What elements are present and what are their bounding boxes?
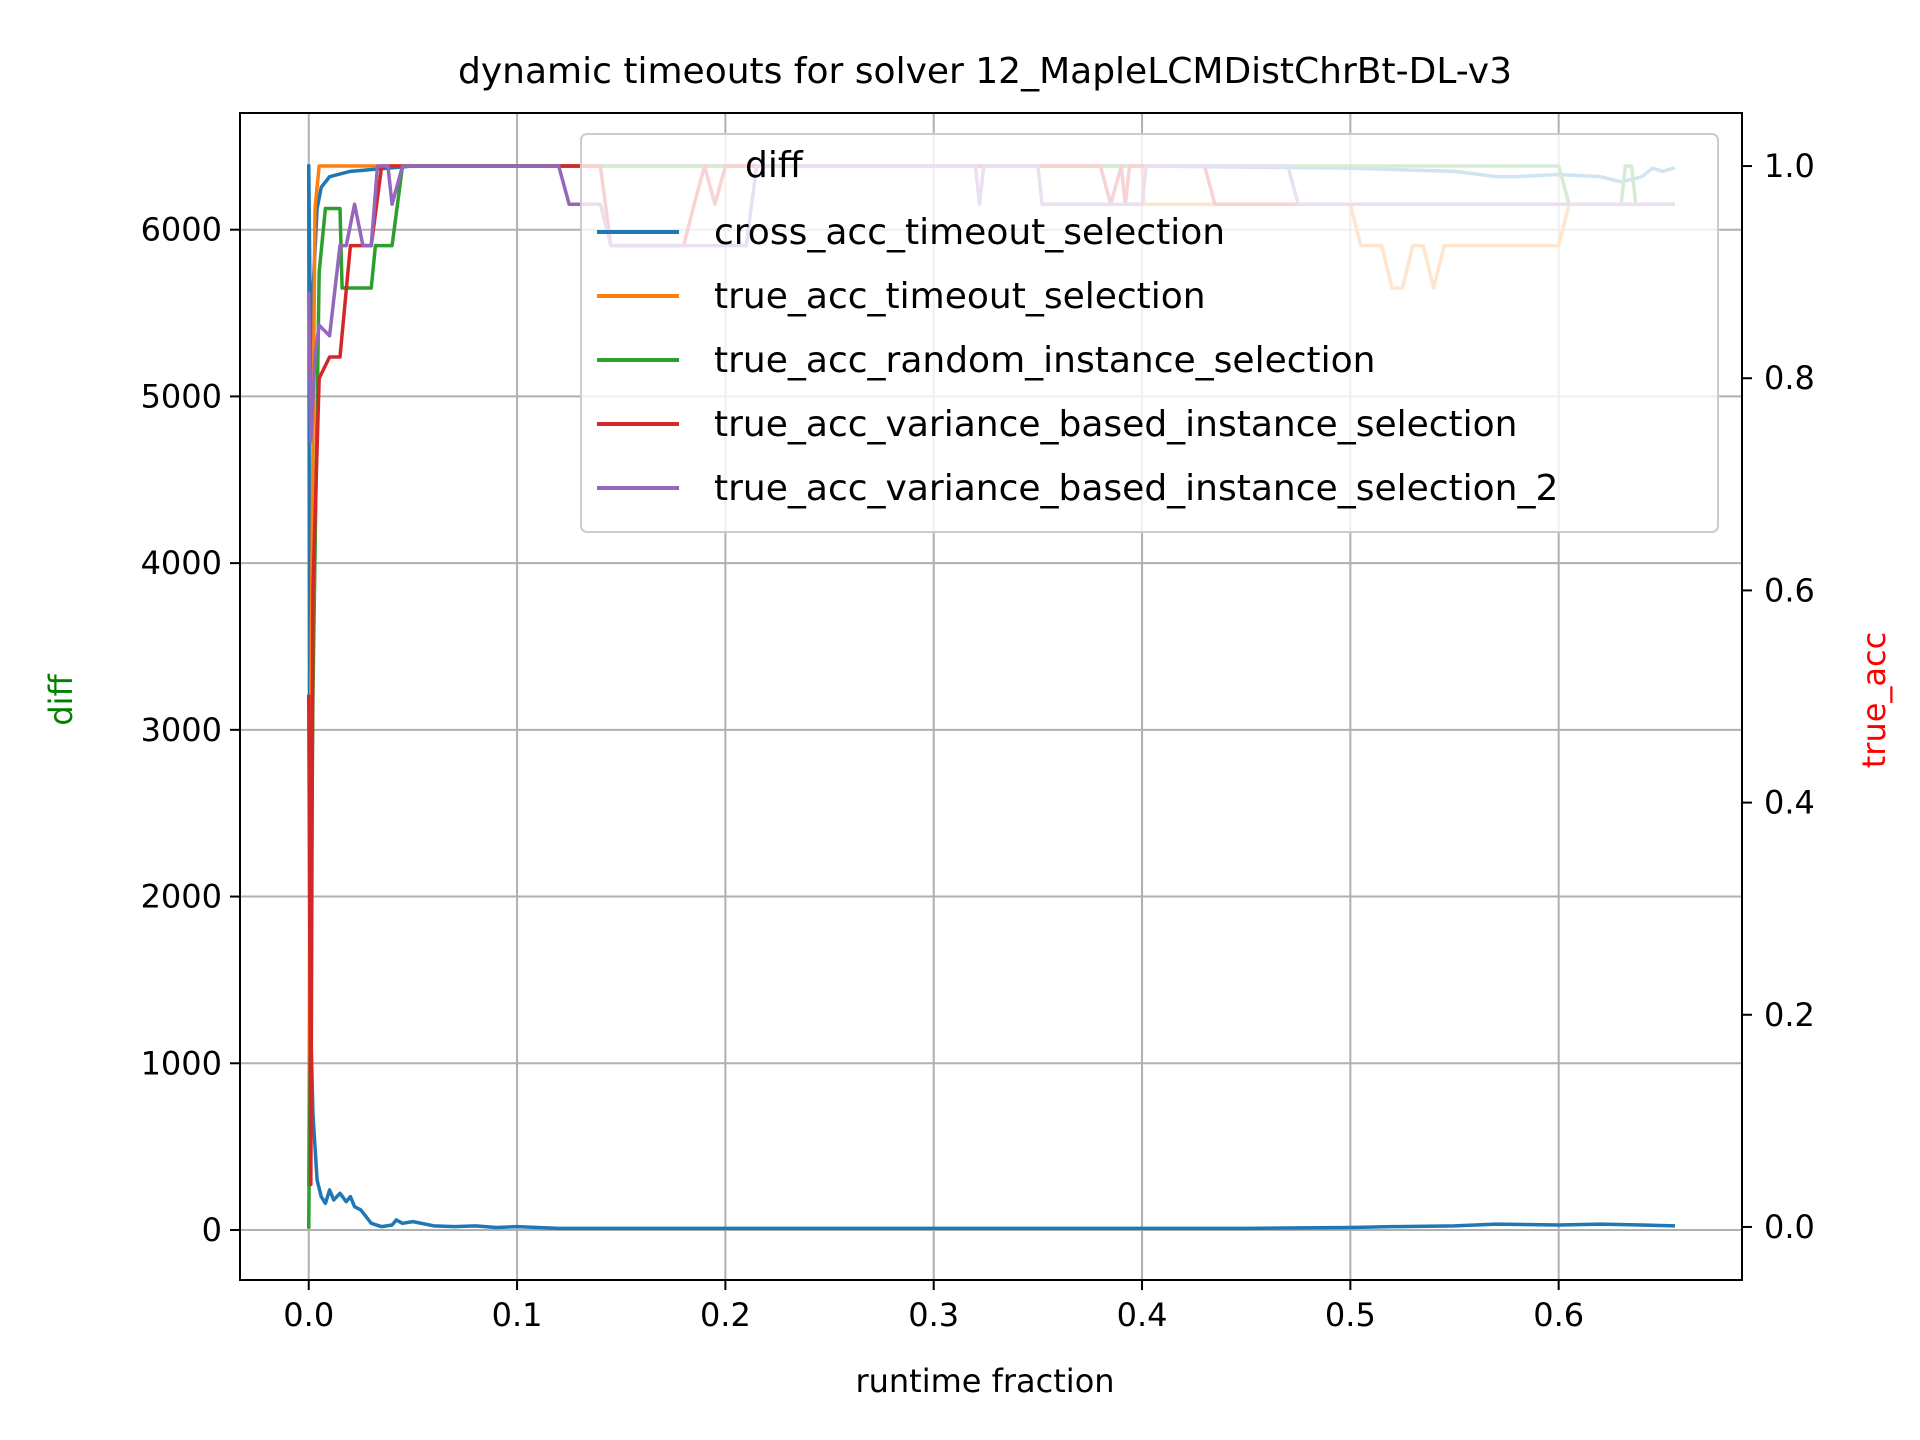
y-left-tick-label: 3000 — [141, 711, 222, 749]
chart-title: dynamic timeouts for solver 12_MapleLCMD… — [458, 51, 1512, 92]
series-line-diff — [306, 164, 1676, 1231]
y-axis-left-label: diff — [42, 673, 80, 725]
y-left-tick-label: 4000 — [141, 544, 222, 582]
y-axis-right: 0.0 0.2 0.4 0.6 0.8 1.0 — [1742, 147, 1815, 1246]
legend-label: true_acc_random_instance_selection — [714, 340, 1375, 381]
y-left-tick-label: 1000 — [141, 1044, 222, 1082]
x-axis-label: runtime fraction — [855, 1362, 1114, 1400]
y-right-tick-label: 0.6 — [1764, 571, 1815, 609]
x-tick-label: 0.1 — [492, 1296, 543, 1334]
legend-box — [580, 133, 1719, 533]
y-left-tick-label: 5000 — [141, 377, 222, 415]
x-tick-label: 0.2 — [700, 1296, 751, 1334]
y-axis-left: 0 1000 2000 3000 4000 5000 6000 — [141, 211, 240, 1249]
y-right-tick-label: 1.0 — [1764, 147, 1815, 185]
y-right-tick-label: 0.8 — [1764, 359, 1815, 397]
y-right-tick-label: 0.2 — [1764, 996, 1815, 1034]
y-left-tick-label: 6000 — [141, 211, 222, 249]
y-left-tick-label: 2000 — [141, 878, 222, 916]
x-tick-label: 0.5 — [1325, 1296, 1376, 1334]
x-axis: 0.0 0.1 0.2 0.3 0.4 0.5 0.6 — [283, 1280, 1584, 1334]
legend-label: true_acc_timeout_selection — [714, 276, 1206, 317]
legend-label: true_acc_variance_based_instance_selecti… — [714, 404, 1518, 445]
legend-label: true_acc_variance_based_instance_selecti… — [714, 468, 1558, 509]
plot-frame — [239, 112, 1743, 1281]
legend-label: cross_acc_timeout_selection — [714, 212, 1225, 253]
y-left-tick-label: 0 — [202, 1211, 222, 1249]
y-right-tick-label: 0.4 — [1764, 784, 1815, 822]
y-right-tick-label: 0.0 — [1764, 1208, 1815, 1246]
legend-title: diff — [745, 145, 804, 186]
x-tick-label: 0.0 — [283, 1296, 334, 1334]
x-tick-label: 0.6 — [1533, 1296, 1584, 1334]
x-tick-label: 0.4 — [1117, 1296, 1168, 1334]
x-tick-label: 0.3 — [908, 1296, 959, 1334]
y-axis-right-label: true_acc — [1855, 632, 1893, 768]
legend: diff cross_acc_timeout_selection true_acc… — [580, 133, 1719, 533]
legend-entries: cross_acc_timeout_selection true_acc_time… — [597, 212, 1558, 509]
